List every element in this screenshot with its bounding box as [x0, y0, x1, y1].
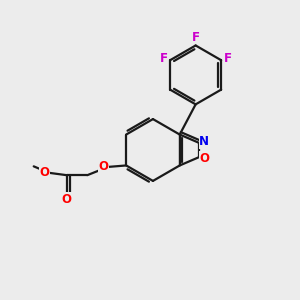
Text: F: F [192, 31, 200, 44]
Text: O: O [62, 193, 72, 206]
Text: F: F [224, 52, 232, 65]
Text: O: O [199, 152, 209, 165]
Text: O: O [39, 166, 49, 179]
Text: F: F [160, 52, 168, 65]
Text: O: O [98, 160, 108, 173]
Text: N: N [199, 135, 209, 148]
